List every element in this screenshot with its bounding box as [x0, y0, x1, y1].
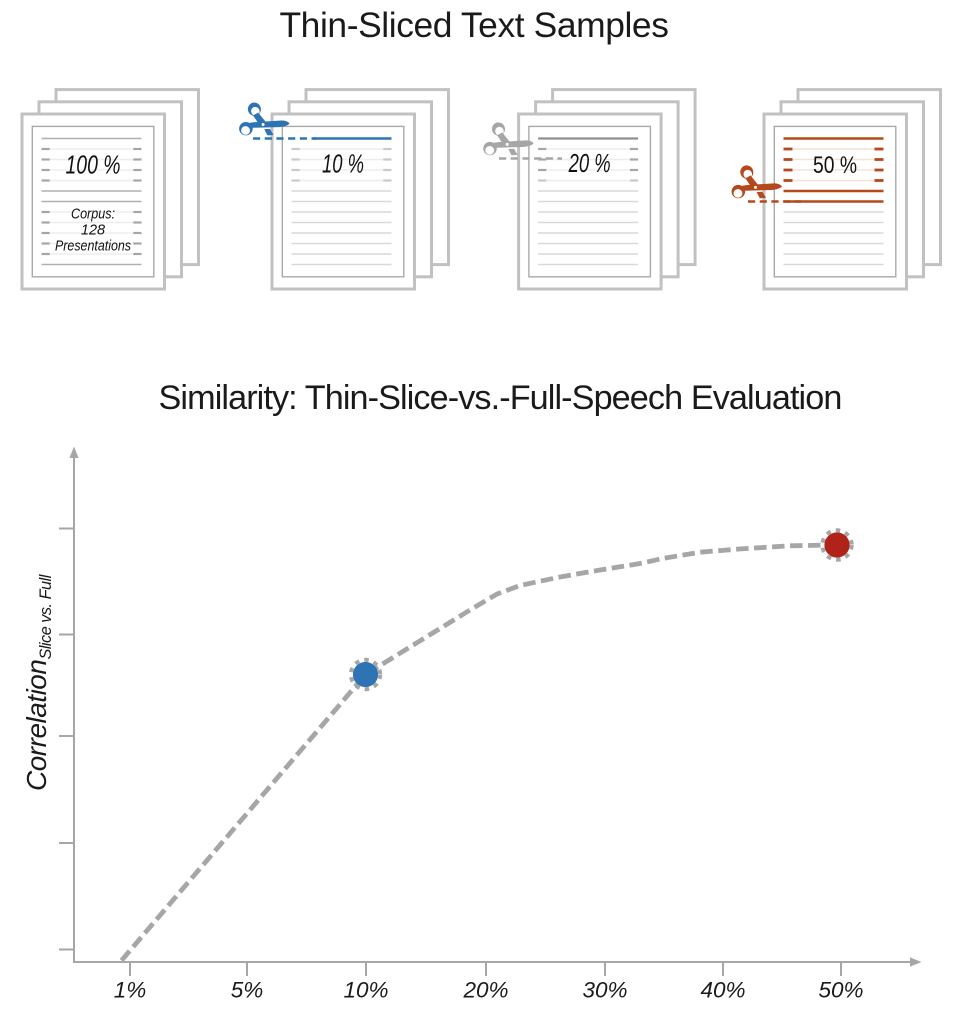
svg-text:10%: 10%	[343, 978, 388, 1003]
svg-text:Thin-Sliced Text Samples: Thin-Sliced Text Samples	[279, 5, 668, 45]
svg-text:50%: 50%	[818, 978, 863, 1003]
svg-text:20%: 20%	[462, 978, 508, 1003]
svg-text:Corpus:: Corpus:	[71, 207, 115, 223]
svg-text:128: 128	[81, 223, 105, 239]
svg-text:5%: 5%	[231, 978, 264, 1003]
svg-text:1%: 1%	[114, 978, 147, 1003]
svg-text:Presentations: Presentations	[55, 239, 131, 255]
svg-text:Similarity: Thin-Slice-vs.-Ful: Similarity: Thin-Slice-vs.-Full-Speech E…	[159, 379, 842, 417]
svg-text:10 %: 10 %	[322, 149, 364, 179]
svg-text:40%: 40%	[700, 978, 745, 1003]
svg-text:50 %: 50 %	[813, 152, 857, 179]
svg-text:30%: 30%	[582, 978, 627, 1003]
svg-text:20 %: 20 %	[568, 148, 611, 178]
svg-text:100 %: 100 %	[66, 150, 121, 180]
